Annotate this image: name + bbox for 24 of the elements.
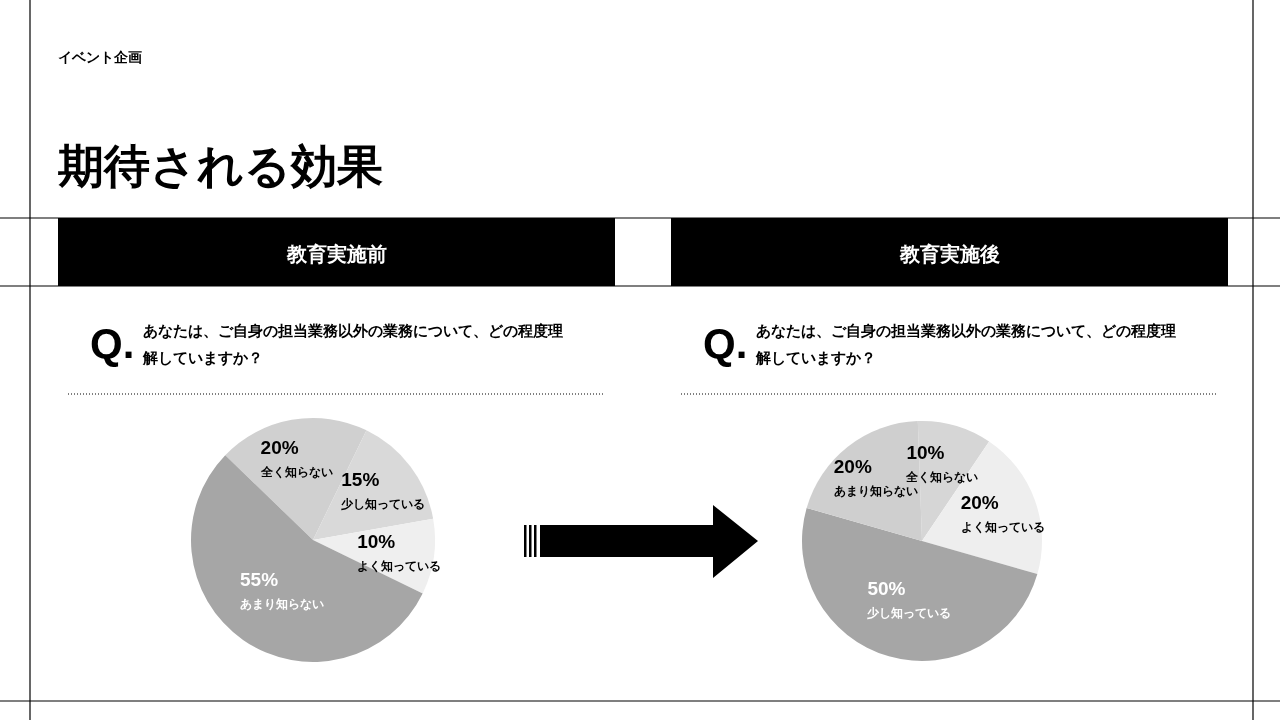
data-label: 10% [357,530,396,552]
data-label: 10% [906,441,945,463]
text: イベント企画 [58,49,142,65]
chart-title: 教育実施後 [898,243,1000,265]
data-label: 55% [240,568,279,590]
data-label: 20% [960,492,999,514]
data-label: 20% [260,437,299,459]
slice-label: 少し知っている [340,497,426,512]
data-label: 15% [341,469,380,491]
chart-subtitle: あなたは、ご自身の担当業務以外の業務について、どの程度理解していますか？ [755,322,1176,367]
slice-label: よく知っている [357,558,442,573]
slice-label: あまり知らない [833,483,918,498]
text: Q. [90,320,135,367]
slice-label: あまり知らない [240,596,325,611]
chart-subtitle: あなたは、ご自身の担当業務以外の業務について、どの程度理解していますか？ [142,322,563,367]
slice-label: 少し知っている [866,605,952,620]
text: 期待される効果 [58,140,383,192]
chart-title: 教育実施前 [285,243,387,265]
data-label: 50% [867,577,906,599]
slice-label: 全く知らない [905,469,979,484]
data-label: 20% [833,455,872,477]
slice-label: よく知っている [960,520,1045,535]
text: Q. [703,320,748,367]
slice-label: 全く知らない [259,465,333,480]
